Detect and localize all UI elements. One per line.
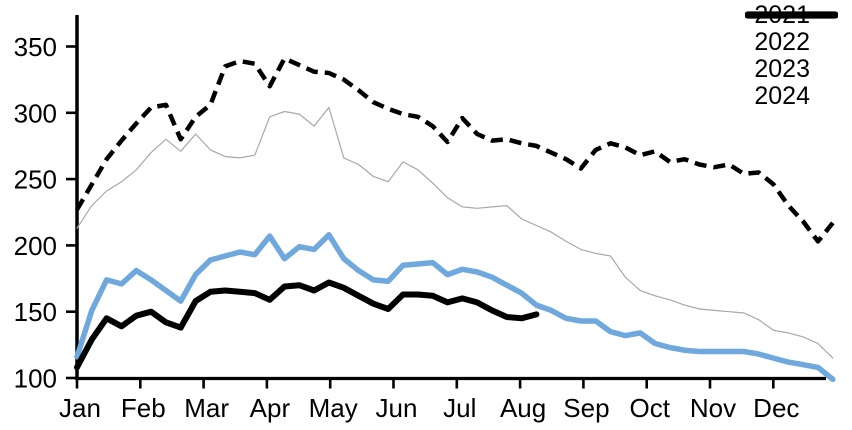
- series-line-2022: [76, 106, 834, 359]
- legend-line-sample-2024: [745, 11, 839, 19]
- x-tick-label-Sep: Sep: [563, 393, 609, 423]
- x-tick-label-Jan: Jan: [59, 393, 101, 423]
- y-tick-label-300: 300: [14, 98, 57, 128]
- x-tick-label-Feb: Feb: [121, 393, 166, 423]
- x-tick-label-Jun: Jun: [376, 393, 418, 423]
- y-tick-label-250: 250: [14, 165, 57, 195]
- legend-label-2024: 2024: [754, 82, 810, 110]
- legend-label-2022: 2022: [754, 28, 810, 56]
- legend-item-2023: 2023: [745, 11, 839, 83]
- y-tick-label-350: 350: [14, 32, 57, 62]
- legend-item-2022: 2022: [745, 14, 837, 56]
- x-tick-label-Nov: Nov: [690, 393, 736, 423]
- y-tick-label-200: 200: [14, 231, 57, 261]
- x-tick-label-Apr: Apr: [250, 393, 291, 423]
- legend-item-2024: 2024: [745, 11, 839, 110]
- x-tick-label-Oct: Oct: [629, 393, 670, 423]
- legend-label-2023: 2023: [754, 55, 810, 83]
- series-line-2021: [75, 56, 835, 244]
- x-tick-label-Dec: Dec: [753, 393, 799, 423]
- x-tick-label-Jul: Jul: [443, 393, 476, 423]
- y-tick-label-150: 150: [14, 297, 57, 327]
- series-line-2024: [74, 279, 540, 371]
- y-tick-label-100: 100: [14, 364, 57, 394]
- legend: 2021202220232024: [745, 2, 839, 110]
- series-line-2023: [74, 232, 836, 383]
- x-tick-label-Mar: Mar: [184, 393, 229, 423]
- x-tick-label-May: May: [309, 393, 358, 423]
- x-tick-label-Aug: Aug: [500, 393, 546, 423]
